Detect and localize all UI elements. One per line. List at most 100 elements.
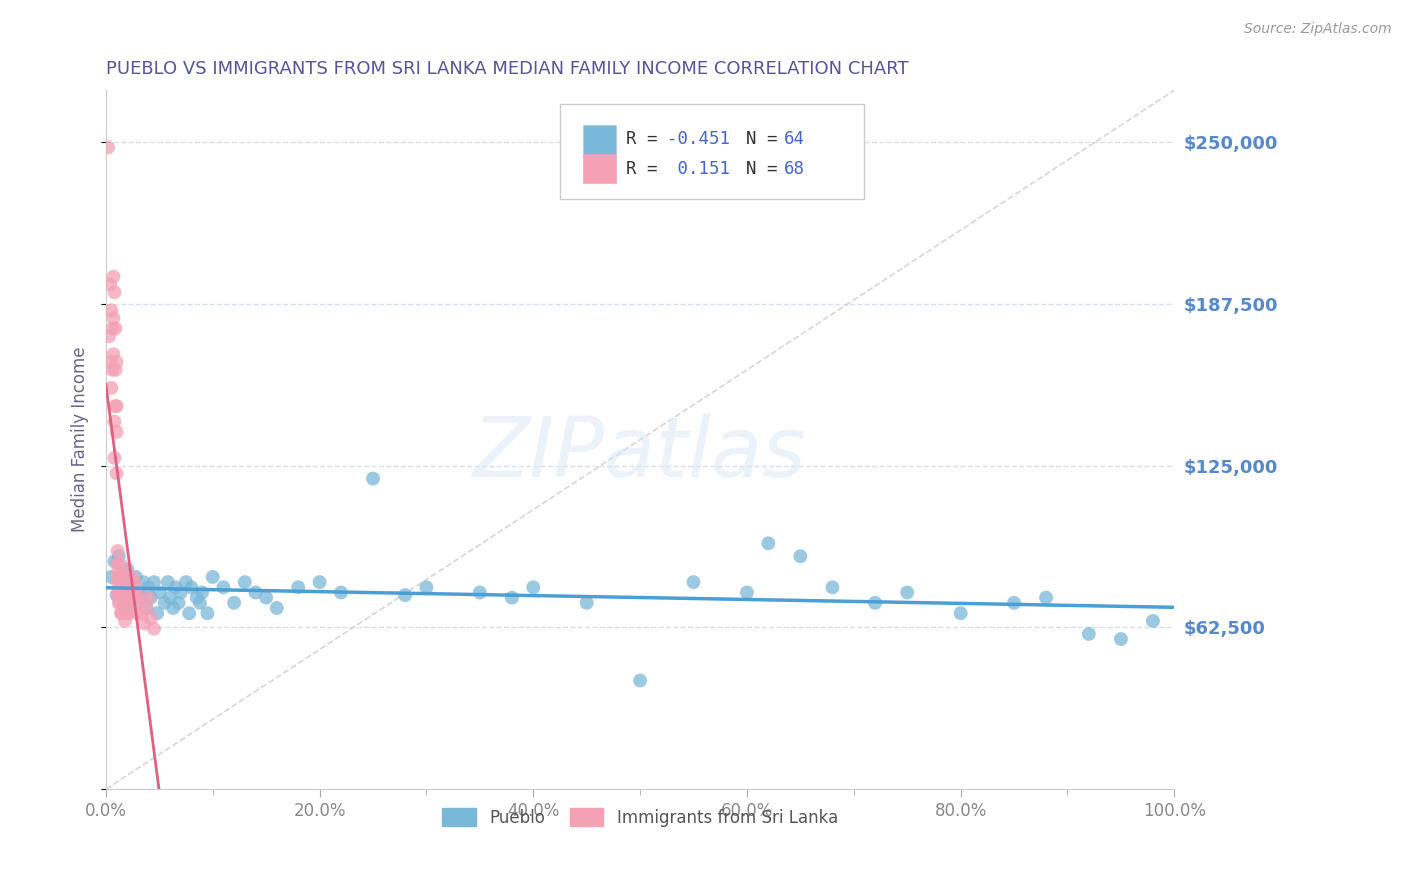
Point bbox=[124, 575, 146, 590]
Point bbox=[104, 363, 127, 377]
Point bbox=[103, 554, 125, 568]
Point bbox=[104, 321, 127, 335]
Point bbox=[107, 549, 129, 564]
Point bbox=[110, 606, 132, 620]
Point bbox=[415, 580, 437, 594]
Point bbox=[115, 585, 138, 599]
Point bbox=[115, 606, 138, 620]
Point bbox=[821, 580, 844, 594]
Point bbox=[107, 575, 129, 590]
Point bbox=[1109, 632, 1132, 646]
Point bbox=[98, 277, 121, 292]
Point bbox=[394, 588, 416, 602]
Text: N =: N = bbox=[724, 160, 787, 178]
Point bbox=[118, 580, 141, 594]
Point bbox=[103, 347, 125, 361]
Point bbox=[129, 596, 152, 610]
Point bbox=[682, 575, 704, 590]
Point bbox=[112, 570, 135, 584]
Point bbox=[103, 415, 125, 429]
Point bbox=[468, 585, 491, 599]
Point bbox=[139, 591, 162, 605]
Point bbox=[105, 425, 128, 439]
Point bbox=[180, 580, 202, 594]
Point bbox=[135, 601, 157, 615]
Point bbox=[1002, 596, 1025, 610]
Point bbox=[107, 570, 129, 584]
Point bbox=[201, 570, 224, 584]
Point bbox=[735, 585, 758, 599]
Point bbox=[165, 580, 187, 594]
Point bbox=[159, 591, 181, 605]
Point bbox=[146, 606, 169, 620]
Point bbox=[1142, 614, 1164, 628]
Point bbox=[138, 580, 160, 594]
Point bbox=[143, 622, 166, 636]
Point bbox=[125, 606, 148, 620]
Point bbox=[103, 311, 125, 326]
Text: 64: 64 bbox=[785, 130, 806, 148]
Point bbox=[153, 596, 176, 610]
Point bbox=[100, 381, 122, 395]
Text: -0.451: -0.451 bbox=[666, 130, 730, 148]
Point bbox=[107, 585, 129, 599]
Point bbox=[104, 399, 127, 413]
Point bbox=[212, 580, 235, 594]
Point bbox=[117, 606, 139, 620]
Point bbox=[97, 140, 120, 154]
Point bbox=[121, 570, 143, 584]
Point bbox=[308, 575, 330, 590]
Point bbox=[111, 575, 134, 590]
Bar bbox=[583, 154, 616, 183]
Point bbox=[266, 601, 288, 615]
Point bbox=[127, 585, 149, 599]
Point bbox=[117, 570, 139, 584]
Point bbox=[105, 355, 128, 369]
Point bbox=[103, 450, 125, 465]
Point bbox=[100, 570, 122, 584]
Point bbox=[127, 591, 149, 605]
Point bbox=[98, 355, 121, 369]
Point bbox=[188, 596, 211, 610]
Point bbox=[120, 575, 142, 590]
Point bbox=[107, 544, 129, 558]
Point bbox=[575, 596, 598, 610]
Point bbox=[245, 585, 267, 599]
Text: ZIPatlas: ZIPatlas bbox=[474, 413, 807, 494]
Point bbox=[107, 585, 129, 599]
Point bbox=[117, 591, 139, 605]
Point bbox=[114, 614, 136, 628]
Text: R =: R = bbox=[626, 160, 668, 178]
Point bbox=[101, 363, 124, 377]
Point bbox=[170, 585, 193, 599]
Point bbox=[129, 591, 152, 605]
Point bbox=[174, 575, 197, 590]
Point bbox=[156, 575, 179, 590]
Text: 68: 68 bbox=[785, 160, 806, 178]
Text: PUEBLO VS IMMIGRANTS FROM SRI LANKA MEDIAN FAMILY INCOME CORRELATION CHART: PUEBLO VS IMMIGRANTS FROM SRI LANKA MEDI… bbox=[105, 60, 908, 78]
Point bbox=[224, 596, 246, 610]
Point bbox=[501, 591, 523, 605]
Point bbox=[105, 399, 128, 413]
Point bbox=[197, 606, 219, 620]
Point bbox=[107, 557, 129, 571]
Point bbox=[162, 601, 184, 615]
Point bbox=[134, 616, 156, 631]
Point bbox=[1035, 591, 1057, 605]
Point bbox=[139, 611, 162, 625]
Bar bbox=[583, 125, 616, 154]
Point bbox=[118, 596, 141, 610]
Point bbox=[287, 580, 309, 594]
Point bbox=[108, 575, 131, 590]
Point bbox=[132, 575, 155, 590]
Point bbox=[112, 588, 135, 602]
Point bbox=[108, 557, 131, 571]
Point bbox=[110, 570, 132, 584]
Point bbox=[103, 285, 125, 300]
Point bbox=[117, 562, 139, 576]
Point bbox=[148, 585, 170, 599]
Point bbox=[233, 575, 256, 590]
Point bbox=[135, 601, 157, 615]
Point bbox=[1077, 627, 1099, 641]
Point bbox=[143, 575, 166, 590]
